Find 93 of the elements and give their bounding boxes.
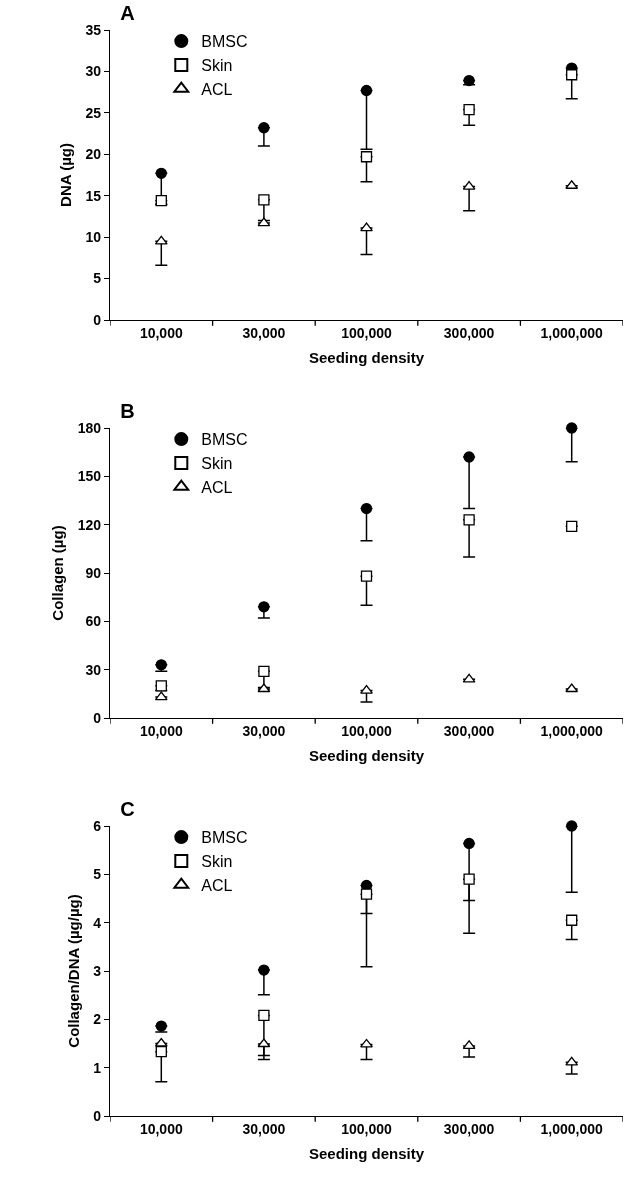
y-tick-label: 35 xyxy=(85,21,102,38)
x-axis-title: Seeding density xyxy=(308,348,425,366)
x-tick-label: 30,000 xyxy=(242,1120,286,1137)
point xyxy=(360,570,373,582)
point xyxy=(360,502,373,515)
point xyxy=(154,235,168,245)
y-tick-label: 30 xyxy=(85,63,102,80)
point xyxy=(566,820,578,832)
chart-title: A xyxy=(120,1,135,24)
y-tick-label: 10 xyxy=(85,229,102,246)
point xyxy=(258,122,270,134)
point xyxy=(155,167,167,179)
chart-title: B xyxy=(120,399,135,422)
y-tick-label: 2 xyxy=(93,1011,102,1028)
point xyxy=(565,1056,579,1066)
x-tick-label: 10,000 xyxy=(139,324,183,341)
point xyxy=(463,103,475,116)
point xyxy=(565,683,579,693)
y-tick-label: 1 xyxy=(93,1059,102,1076)
point xyxy=(463,837,475,850)
point xyxy=(155,680,167,692)
x-tick-label: 1,000,000 xyxy=(540,722,604,739)
point xyxy=(155,1020,167,1032)
point xyxy=(360,151,373,163)
y-tick-label: 60 xyxy=(85,613,102,630)
chart-title: C xyxy=(120,797,135,820)
x-tick-label: 300,000 xyxy=(443,722,495,739)
x-tick-label: 10,000 xyxy=(139,722,183,739)
y-axis-title: Collagen/DNA (µg/µg) xyxy=(64,894,82,1048)
point xyxy=(155,659,167,671)
point xyxy=(257,1038,271,1048)
y-tick-label: 5 xyxy=(93,270,102,287)
point xyxy=(463,514,475,526)
point xyxy=(463,451,475,463)
point xyxy=(258,665,270,677)
point xyxy=(462,1040,476,1050)
y-tick-label: 120 xyxy=(77,516,102,533)
x-tick-label: 1,000,000 xyxy=(540,324,604,341)
legend-label: Skin xyxy=(201,57,233,75)
y-tick-label: 25 xyxy=(85,104,102,121)
x-tick-label: 1,000,000 xyxy=(540,1120,604,1137)
x-tick-label: 300,000 xyxy=(443,1120,495,1137)
legend-label: ACL xyxy=(201,876,233,894)
legend-label: BMSC xyxy=(201,829,248,847)
legend-label: Skin xyxy=(201,455,233,473)
point xyxy=(360,888,373,900)
x-tick-label: 100,000 xyxy=(341,722,393,739)
point xyxy=(462,180,476,190)
point xyxy=(566,520,578,532)
y-tick-label: 0 xyxy=(93,1107,102,1124)
point xyxy=(258,1009,270,1022)
point xyxy=(566,914,578,926)
point xyxy=(360,222,373,232)
y-tick-label: 180 xyxy=(77,419,102,436)
y-tick-label: 20 xyxy=(85,146,102,163)
x-tick-label: 30,000 xyxy=(242,324,286,341)
point xyxy=(462,673,476,683)
point xyxy=(258,194,270,206)
point xyxy=(566,69,578,81)
point xyxy=(154,1037,168,1047)
y-axis-title: Collagen (µg) xyxy=(48,525,66,621)
point xyxy=(566,422,578,434)
y-axis-title: DNA (µg) xyxy=(56,143,74,207)
point xyxy=(360,1038,373,1048)
y-tick-label: 150 xyxy=(77,468,102,485)
x-axis-title: Seeding density xyxy=(308,746,425,764)
y-tick-label: 15 xyxy=(85,187,102,204)
y-tick-label: 0 xyxy=(93,311,102,328)
x-tick-label: 300,000 xyxy=(443,324,495,341)
y-tick-label: 5 xyxy=(93,866,102,883)
legend-label: Skin xyxy=(201,853,233,871)
y-tick-label: 0 xyxy=(93,709,102,726)
y-tick-label: 4 xyxy=(93,914,102,931)
y-tick-label: 30 xyxy=(85,661,102,678)
point xyxy=(463,74,475,87)
legend-label: ACL xyxy=(201,478,233,496)
point xyxy=(463,873,475,885)
point xyxy=(360,684,373,694)
legend-label: BMSC xyxy=(201,431,248,449)
x-tick-label: 100,000 xyxy=(341,1120,393,1137)
legend-label: ACL xyxy=(201,80,233,98)
legend-label: BMSC xyxy=(201,33,248,51)
y-tick-label: 90 xyxy=(85,564,102,581)
x-tick-label: 10,000 xyxy=(139,1120,183,1137)
y-tick-label: 3 xyxy=(93,962,102,979)
x-axis-title: Seeding density xyxy=(308,1144,425,1162)
point xyxy=(258,964,270,976)
y-tick-label: 6 xyxy=(93,817,102,834)
x-tick-label: 100,000 xyxy=(341,324,393,341)
point xyxy=(154,691,168,701)
x-tick-label: 30,000 xyxy=(242,722,286,739)
point xyxy=(258,601,270,613)
point xyxy=(360,84,373,97)
